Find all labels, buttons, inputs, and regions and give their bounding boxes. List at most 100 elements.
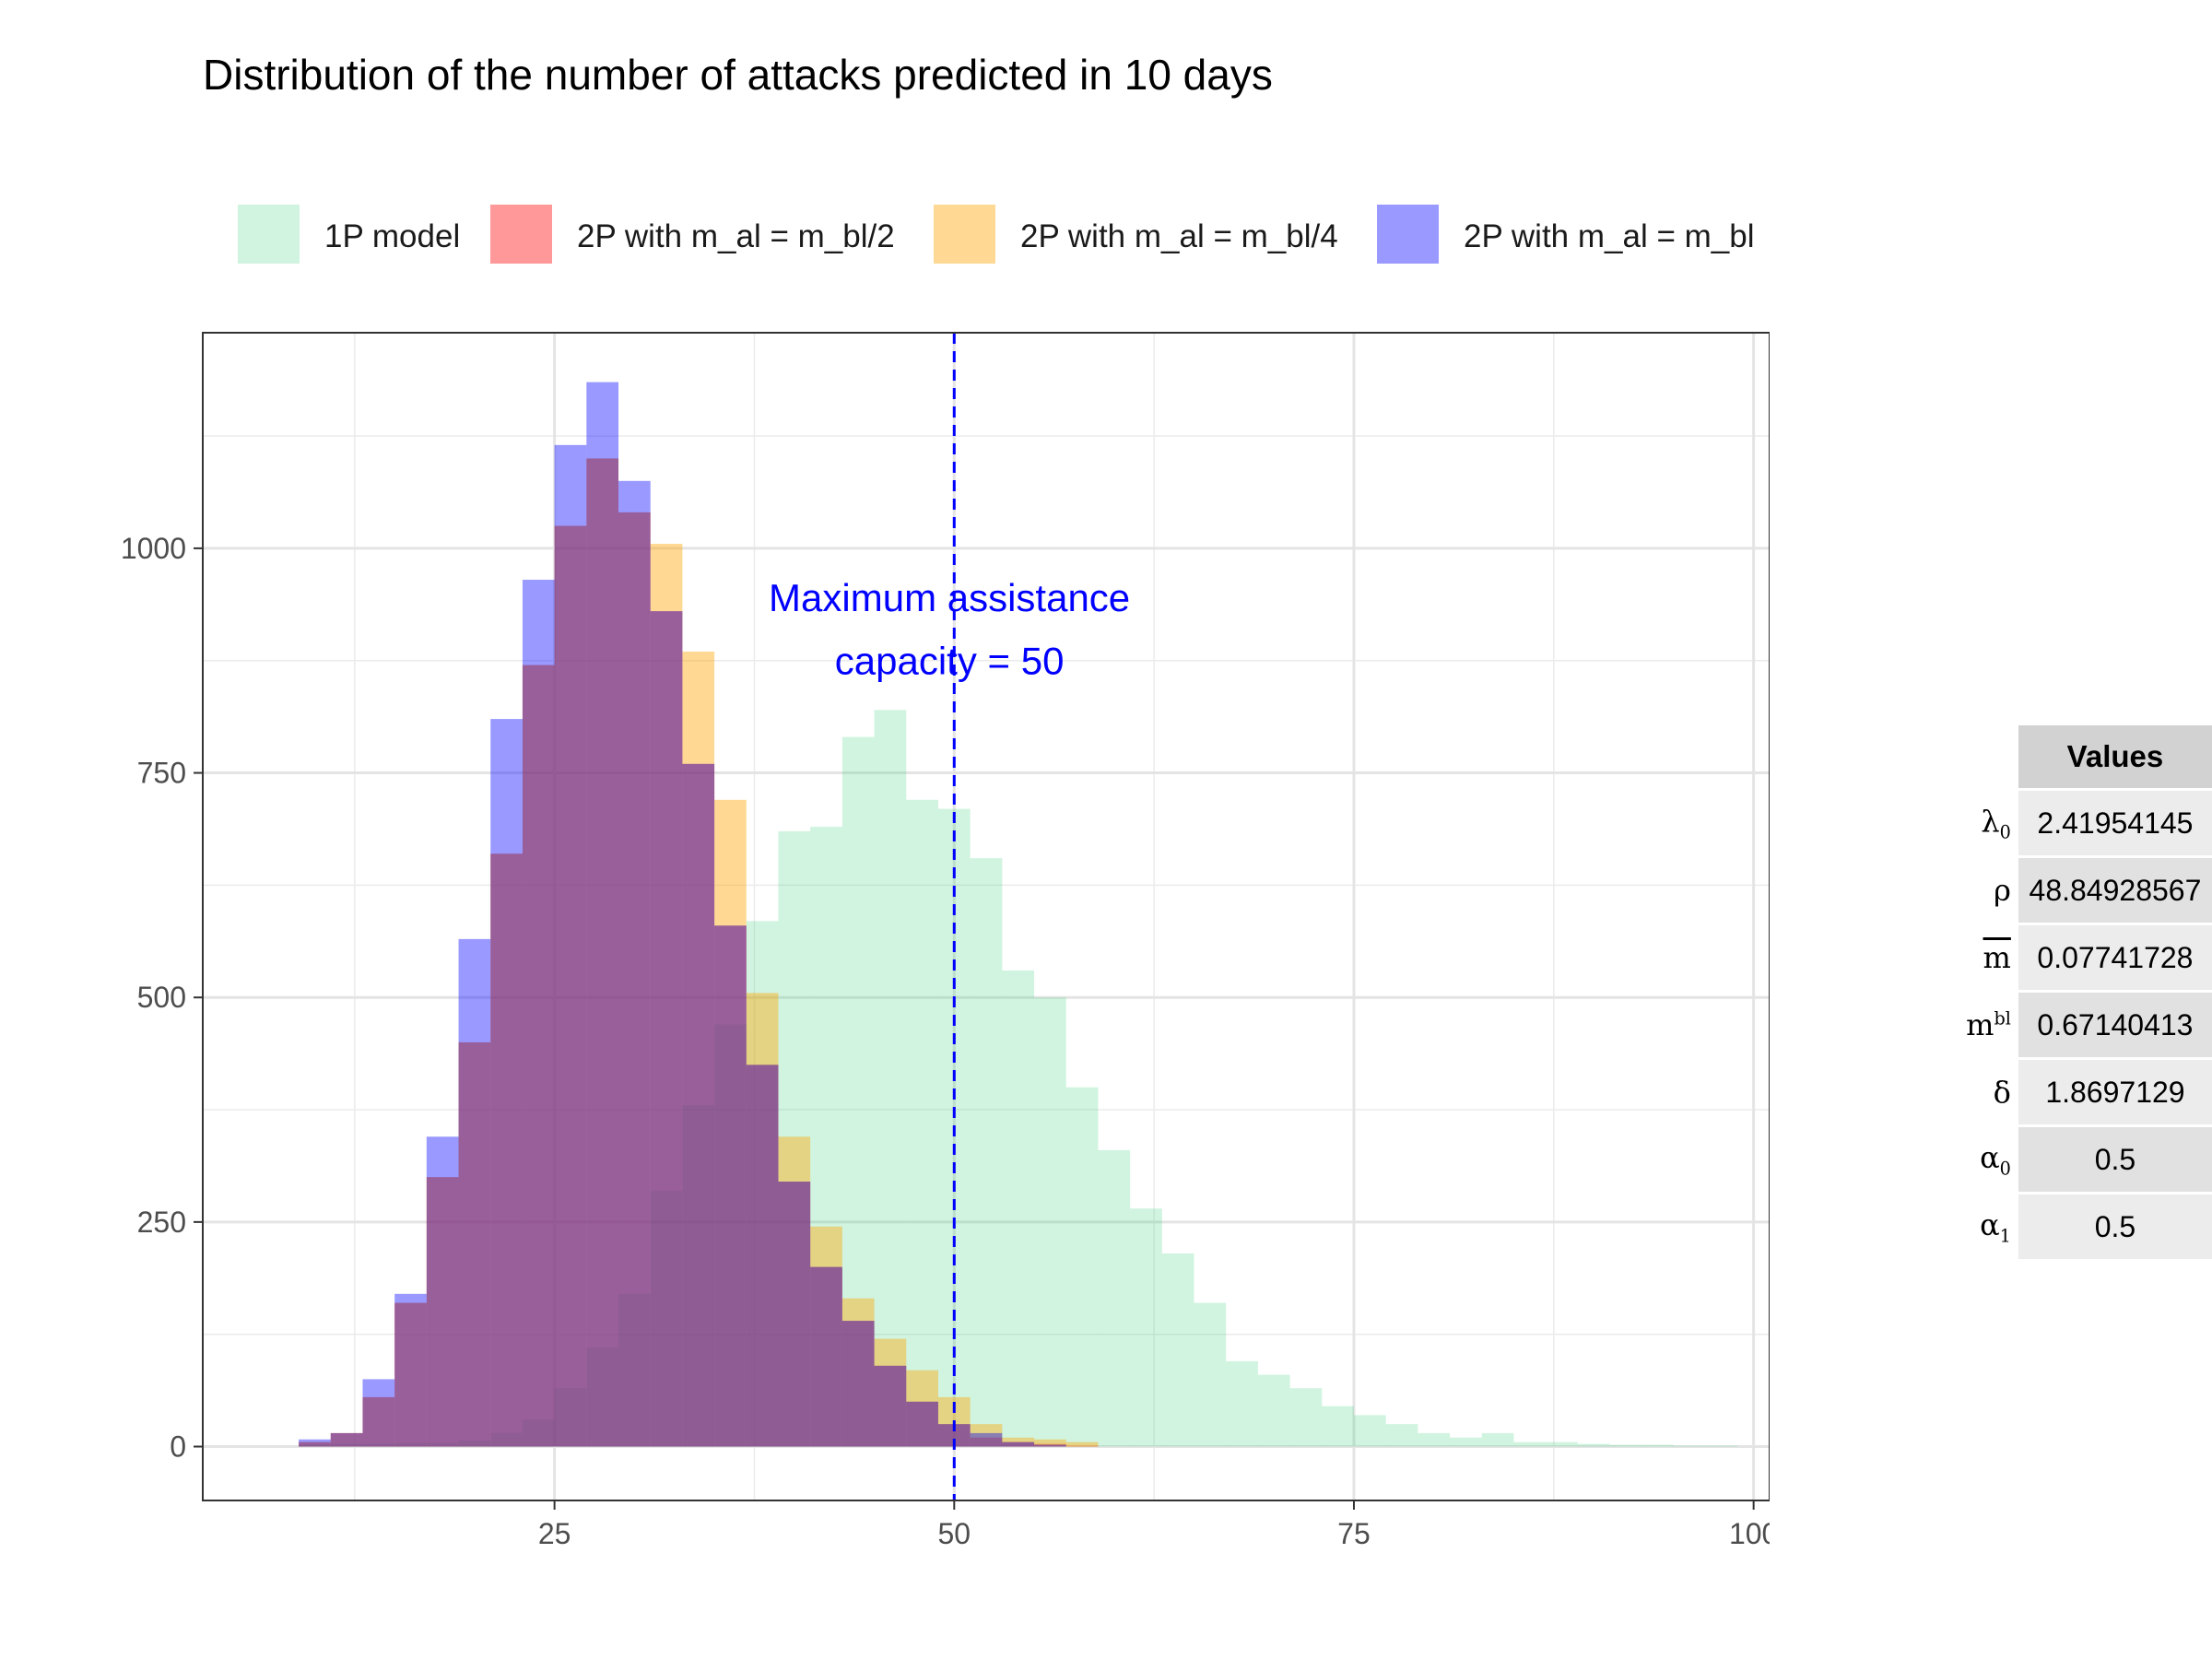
annotation-text-line2: capacity = 50 [835, 639, 1065, 682]
histogram-bar [362, 1443, 395, 1447]
histogram-bar [1289, 1388, 1323, 1447]
histogram-bar [330, 1432, 363, 1447]
parameter-value: 0.5 [2018, 1125, 2212, 1194]
histogram-bar [1002, 970, 1035, 1447]
table-row: ρ 48.84928567 [1963, 856, 2212, 925]
parameter-value: 48.84928567 [2018, 856, 2212, 925]
parameter-symbol: m [1983, 940, 2011, 975]
parameter-symbol: α1 [1980, 1206, 2011, 1247]
histogram-bar [299, 1441, 331, 1447]
histogram-bar [714, 1024, 747, 1447]
histogram-bar [1034, 1443, 1066, 1447]
histogram-bar [874, 1338, 907, 1447]
histogram-bar [426, 1177, 459, 1447]
histogram-bar [1002, 1441, 1035, 1447]
histogram-bar [682, 651, 715, 1447]
histogram-bar [490, 853, 523, 1447]
histogram-bar [810, 1266, 842, 1447]
histogram-bar [1546, 1441, 1578, 1447]
histogram-bar [1065, 1445, 1099, 1447]
histogram-bar [906, 1401, 938, 1447]
histogram-bar [1322, 1406, 1354, 1447]
histogram-bar [746, 1065, 779, 1447]
histogram-bar [586, 382, 619, 1447]
histogram-bar [458, 1041, 491, 1447]
parameter-symbol: ρ [1994, 873, 2011, 908]
plot-border [202, 332, 1770, 1501]
legend-label: 2P with m_al = m_bl/4 [1020, 218, 1338, 254]
histogram-bar [1034, 997, 1066, 1447]
histogram-bar [1194, 1302, 1227, 1447]
legend-key [1377, 205, 1439, 264]
histogram-bar [746, 993, 779, 1447]
x-axis: 25 50 75 100 [538, 1500, 1770, 1550]
histogram-bar [970, 1424, 1003, 1447]
legend-label: 2P with m_al = m_bl [1464, 218, 1754, 254]
histogram-bar [970, 858, 1003, 1447]
histogram-bar [810, 1266, 842, 1447]
table-corner [1963, 725, 2018, 790]
series-4 [299, 382, 1066, 1447]
histogram-bar [394, 1302, 427, 1447]
histogram-bar [778, 1182, 811, 1447]
histogram-bar [522, 580, 555, 1447]
histogram-bar [1034, 1444, 1066, 1447]
histogram-bar [618, 512, 651, 1447]
histogram-bar [650, 544, 683, 1447]
y-tick-label: 1000 [121, 532, 186, 565]
histogram-bar [586, 1347, 619, 1447]
histogram-bar [362, 1379, 395, 1447]
histogram-bar [1226, 1360, 1258, 1447]
table-row: δ 1.8697129 [1963, 1058, 2212, 1127]
histogram-bar [841, 1321, 875, 1447]
histogram-bar [1353, 1415, 1386, 1447]
series-3 [299, 458, 1099, 1447]
histogram-bar [618, 480, 651, 1447]
histogram-bar [586, 458, 619, 1447]
histogram-bar [682, 763, 715, 1447]
histogram-bar [618, 512, 651, 1447]
histogram-bar [522, 665, 555, 1447]
histogram-bar [586, 458, 619, 1447]
histogram-bar [1130, 1208, 1162, 1447]
legend-key [934, 205, 995, 264]
histogram-bar [299, 1441, 331, 1447]
table-header-values: Values [2018, 725, 2212, 791]
histogram-bar [874, 1365, 907, 1447]
histogram-bar [1513, 1441, 1547, 1447]
histogram-bar [714, 799, 747, 1447]
histogram-bar [362, 1396, 395, 1447]
parameter-value: 0.07741728 [2018, 924, 2212, 993]
histogram-bar [1065, 1087, 1099, 1447]
histogram-bar [746, 921, 779, 1447]
parameter-table: Values λ0 2.41954145 ρ 48.84928567 m 0.077417… [1963, 725, 2212, 1262]
histogram-bar [618, 1293, 651, 1447]
x-tick-label: 25 [538, 1517, 571, 1550]
histogram-bar [490, 853, 523, 1447]
legend: 1P model 2P with m_al = m_bl/2 2P with m_a… [238, 205, 1754, 264]
histogram-bar [1065, 1441, 1099, 1447]
parameter-value: 1.8697129 [2018, 1058, 2212, 1127]
histogram-bar [299, 1444, 331, 1447]
histogram-bar [1385, 1424, 1418, 1447]
histogram-bar [1002, 1441, 1035, 1447]
histogram-bar [394, 1293, 427, 1447]
histogram-bar [1418, 1432, 1451, 1447]
histogram-bar [554, 444, 587, 1447]
histogram-bar [778, 1182, 811, 1447]
histogram-bars [299, 382, 1738, 1447]
histogram-bar [778, 830, 811, 1447]
histogram-bar [970, 1437, 1003, 1447]
histogram-bar [650, 611, 683, 1447]
capacity-annotation: Maximum assistance capacity = 50 [769, 333, 1130, 1500]
series-1 [299, 710, 1738, 1447]
histogram-bar [330, 1443, 363, 1447]
histogram-bar [394, 1442, 427, 1447]
histogram-bar [970, 1432, 1003, 1447]
histogram-bar [841, 1321, 875, 1447]
parameter-symbol: δ [1993, 1075, 2011, 1110]
histogram-bar [426, 1177, 459, 1447]
legend-label: 2P with m_al = m_bl/2 [577, 218, 895, 254]
histogram-bar [426, 1442, 459, 1447]
table-row: m 0.07741728 [1963, 924, 2212, 993]
